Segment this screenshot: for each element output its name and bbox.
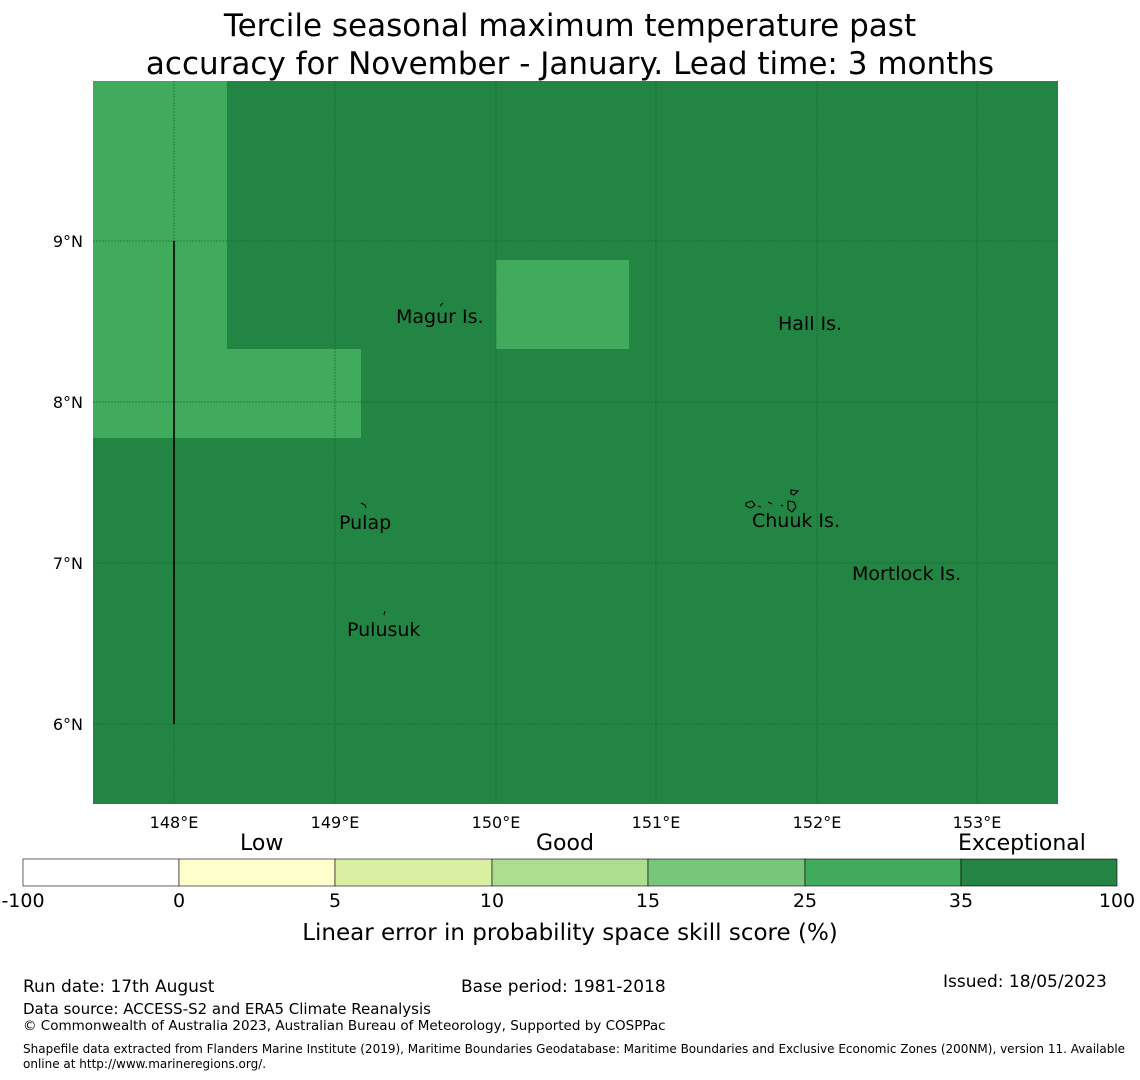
magur-island [439, 302, 444, 307]
issued-date: Issued: 18/05/2023 [943, 972, 1107, 992]
lat-label-8n: 8°N [53, 393, 83, 412]
lon-label-148e: 148°E [150, 813, 199, 832]
place-label-hall: Hall Is. [778, 313, 842, 335]
place-label-magur: Magur Is. [396, 306, 484, 328]
colorbar-tick-minus-100: -100 [1, 890, 45, 912]
skill-cell-northwest-upper [93, 81, 227, 349]
run-date: Run date: 17th August [23, 977, 215, 997]
lat-label-9n: 9°N [53, 232, 83, 251]
base-period: Base period: 1981-2018 [461, 977, 666, 997]
place-label-chuuk: Chuuk Is. [752, 510, 840, 532]
colorbar-category-low: Low [240, 831, 284, 856]
lon-label-151e: 151°E [632, 813, 681, 832]
place-label-mortlock: Mortlock Is. [852, 563, 961, 585]
map-title-line-1: Tercile seasonal maximum temperature pas… [223, 8, 917, 44]
grid-lines [93, 81, 1058, 804]
colorbar-tick-25: 25 [792, 890, 818, 912]
colorbar-tick-100: 100 [1098, 890, 1136, 912]
place-label-pulusuk: Pulusuk [347, 619, 420, 641]
colorbar-category-good: Good [536, 831, 594, 856]
map-panel: Magur Is. Hall Is. Pulap Chuuk Is. Mortl… [53, 81, 1058, 832]
data-source: Data source: ACCESS-S2 and ERA5 Climate … [23, 1000, 431, 1018]
colorbar-category-exceptional: Exceptional [958, 831, 1086, 856]
shapefile-credit: Shapefile data extracted from Flanders M… [23, 1042, 1126, 1071]
island-outlines [360, 302, 800, 616]
skill-cell-northwest-lower [93, 349, 361, 438]
skill-cell-central [496, 260, 629, 349]
lat-label-7n: 7°N [53, 554, 83, 573]
lon-label-150e: 150°E [472, 813, 521, 832]
pulap-island [360, 502, 367, 509]
colorbar-segment-6 [960, 858, 1118, 887]
colorbar-segment-5 [804, 858, 962, 887]
colorbar [22, 858, 1118, 887]
colorbar-segment-4 [647, 858, 806, 887]
pulusuk-island [383, 610, 386, 616]
copyright-notice: © Commonwealth of Australia 2023, Austra… [23, 1018, 666, 1034]
map-background [93, 81, 1058, 804]
lon-label-149e: 149°E [311, 813, 360, 832]
chuuk-islands [745, 489, 800, 513]
colorbar-segment-2 [334, 858, 493, 887]
place-label-pulap: Pulap [339, 512, 391, 534]
colorbar-segment-1 [178, 858, 336, 887]
colorbar-tick-35: 35 [948, 890, 974, 912]
colorbar-segment-3 [491, 858, 649, 887]
colorbar-tick-10: 10 [479, 890, 505, 912]
lon-label-153e: 153°E [953, 813, 1002, 832]
lat-label-6n: 6°N [53, 715, 83, 734]
colorbar-tick-15: 15 [635, 890, 661, 912]
map-title-line-2: accuracy for November - January. Lead ti… [145, 46, 995, 82]
colorbar-tick-5: 5 [328, 890, 342, 912]
lon-label-152e: 152°E [793, 813, 842, 832]
colorbar-segment-0 [22, 858, 180, 887]
colorbar-tick-0: 0 [172, 890, 186, 912]
colorbar-axis-title: Linear error in probability space skill … [302, 920, 838, 946]
